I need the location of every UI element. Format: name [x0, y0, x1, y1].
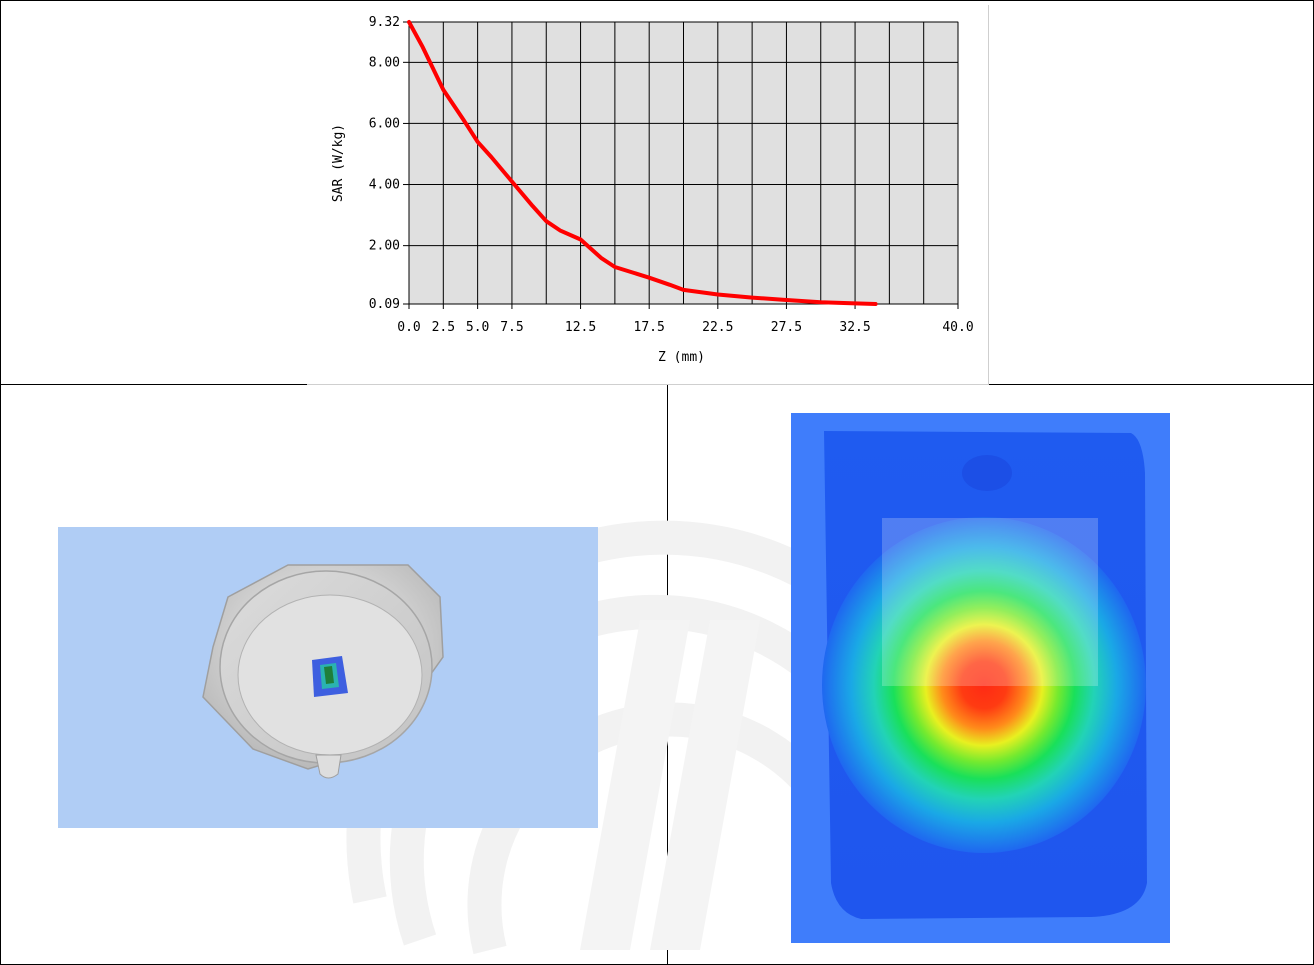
- x-tick-label: 27.5: [771, 320, 802, 335]
- x-tick-label: 22.5: [702, 320, 733, 335]
- sar-series-line: [407, 20, 878, 306]
- grid-lines: [408, 21, 959, 305]
- sar-z-scan-chart: 0.09 2.00 4.00 6.00 8.00 9.32 0.0 2.5 5.0 7.5 12.…: [307, 5, 989, 385]
- x-axis-title: Z (mm): [658, 350, 705, 365]
- x-axis-ticks: 0.0 2.5 5.0 7.5 12.5 17.5 22.5 27.5 32.5 40.0: [397, 304, 974, 335]
- x-tick-label: 12.5: [565, 320, 596, 335]
- x-tick-label: 32.5: [839, 320, 870, 335]
- y-tick-label: 4.00: [369, 178, 400, 193]
- y-tick-label: 8.00: [369, 55, 400, 70]
- sar-heatmap-render: [822, 431, 1147, 919]
- y-axis-ticks: 0.09 2.00 4.00 6.00 8.00 9.32: [369, 15, 409, 312]
- y-tick-label: 2.00: [369, 239, 400, 254]
- chart-svg: 0.09 2.00 4.00 6.00 8.00 9.32 0.0 2.5 5.0 7.5 12.…: [331, 15, 974, 365]
- y-tick-label: 0.09: [369, 297, 400, 312]
- y-tick-label: 6.00: [369, 116, 400, 131]
- y-axis-title: SAR (W/kg): [331, 124, 346, 202]
- x-tick-label: 2.5: [432, 320, 455, 335]
- x-tick-label: 0.0: [397, 320, 420, 335]
- x-tick-label: 5.0: [466, 320, 489, 335]
- x-tick-label: 40.0: [942, 320, 973, 335]
- x-tick-label: 7.5: [500, 320, 523, 335]
- sar-heatmap-view: [791, 413, 1170, 943]
- x-tick-label: 17.5: [634, 320, 665, 335]
- y-tick-label: 9.32: [369, 15, 400, 30]
- phantom-3d-view: [58, 527, 598, 828]
- measurement-grid-patch: [312, 656, 348, 697]
- phantom-3d-render: [202, 564, 444, 779]
